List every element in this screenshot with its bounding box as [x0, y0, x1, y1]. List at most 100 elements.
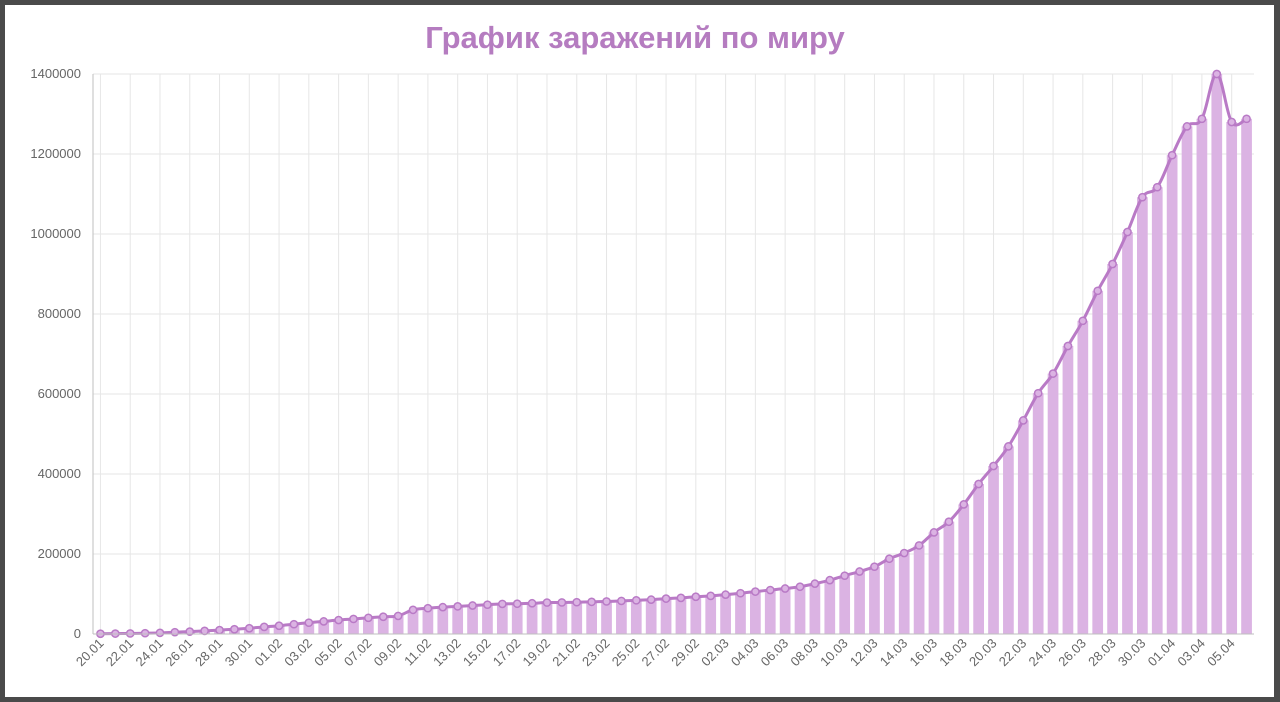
x-tick-label: 02.03 [698, 636, 732, 670]
bar [1211, 74, 1223, 634]
bar [1003, 446, 1014, 634]
x-tick-label: 11.02 [401, 636, 434, 669]
data-point [1093, 286, 1103, 296]
data-point [765, 585, 775, 595]
bar [1241, 118, 1252, 635]
data-point [870, 562, 879, 572]
bar [883, 558, 895, 634]
data-point [676, 593, 686, 603]
data-point [780, 584, 790, 593]
bar [839, 575, 851, 634]
x-tick-label: 17.02 [490, 636, 524, 670]
bar [422, 608, 434, 634]
bar [794, 586, 806, 634]
x-tick-label: 28.03 [1085, 636, 1119, 670]
data-point [155, 628, 165, 638]
data-point [304, 618, 314, 628]
data-point [840, 571, 850, 581]
x-tick-label: 03.04 [1174, 636, 1208, 670]
bar [496, 603, 508, 634]
x-tick-label: 25.02 [609, 636, 643, 670]
data-point [557, 598, 567, 607]
x-tick-label: 12.03 [847, 636, 881, 670]
data-point [140, 628, 150, 638]
line-layer [96, 69, 1251, 639]
data-point [959, 500, 969, 509]
x-tick-label: 22.03 [996, 636, 1030, 670]
bar [318, 621, 330, 634]
bar [660, 598, 672, 634]
bar [303, 622, 315, 634]
data-point [1123, 227, 1132, 237]
bar [1137, 197, 1148, 634]
data-point [408, 605, 418, 615]
data-point [244, 623, 254, 633]
y-tick-label: 1000000 [30, 226, 81, 241]
bar [1032, 393, 1044, 634]
bar [1107, 264, 1118, 634]
bar [913, 545, 925, 634]
chart-frame: График заражений по миру 0 200000 400000 60… [5, 5, 1274, 697]
data-point [319, 617, 329, 626]
data-point [914, 541, 924, 550]
data-point [1078, 316, 1088, 326]
x-tick-label: 07.02 [341, 636, 375, 670]
data-point [1063, 341, 1073, 351]
y-tick-label: 400000 [38, 466, 81, 481]
bar [898, 553, 910, 634]
bar [526, 603, 538, 634]
data-point [899, 548, 909, 558]
bar [616, 600, 627, 634]
x-tick-label: 03.02 [281, 636, 315, 670]
bar [779, 588, 791, 634]
x-tick-label: 29.02 [668, 636, 702, 670]
data-point [572, 597, 582, 607]
bar [988, 466, 999, 634]
data-point [259, 622, 269, 632]
data-point [289, 619, 299, 629]
data-point [378, 612, 388, 622]
data-point [200, 626, 209, 636]
chart-canvas: График заражений по миру 0 200000 400000 60… [30, 20, 1254, 670]
x-tick-label: 30.01 [222, 636, 256, 670]
bar [437, 607, 449, 634]
x-tick-label: 20.03 [966, 636, 1000, 670]
data-point [706, 591, 716, 601]
bar [1017, 420, 1029, 634]
data-point [125, 629, 135, 638]
x-tick-label: 21.02 [549, 636, 583, 670]
data-point [334, 615, 343, 625]
bar [333, 620, 344, 634]
bar [1166, 155, 1178, 634]
x-tick-label: 18.03 [936, 636, 970, 670]
data-point [1197, 114, 1207, 124]
data-point [497, 599, 507, 609]
bar [407, 609, 419, 634]
data-point [215, 625, 224, 635]
data-point [393, 611, 403, 621]
x-tick-label: 19.02 [519, 636, 553, 670]
x-tick-label: 08.03 [787, 636, 821, 670]
y-tick-label: 800000 [38, 306, 81, 321]
data-point [617, 596, 626, 606]
bar [392, 615, 404, 634]
data-point [661, 594, 671, 603]
data-point [1182, 122, 1192, 131]
bar [1062, 346, 1074, 634]
bar [869, 566, 880, 634]
x-tick-label: 26.03 [1055, 636, 1089, 670]
data-point [1018, 416, 1028, 425]
bar [764, 590, 776, 634]
data-point [795, 582, 805, 592]
bar [973, 484, 984, 634]
x-tick-label: 04.03 [728, 636, 762, 670]
data-point [974, 479, 983, 489]
x-tick-label: 14.03 [877, 636, 911, 670]
bar [720, 594, 731, 634]
data-point [453, 602, 463, 611]
data-point [274, 621, 284, 631]
data-point [751, 587, 760, 596]
bar [288, 624, 300, 634]
bar [943, 521, 955, 634]
chart-title: График заражений по миру [425, 20, 845, 55]
